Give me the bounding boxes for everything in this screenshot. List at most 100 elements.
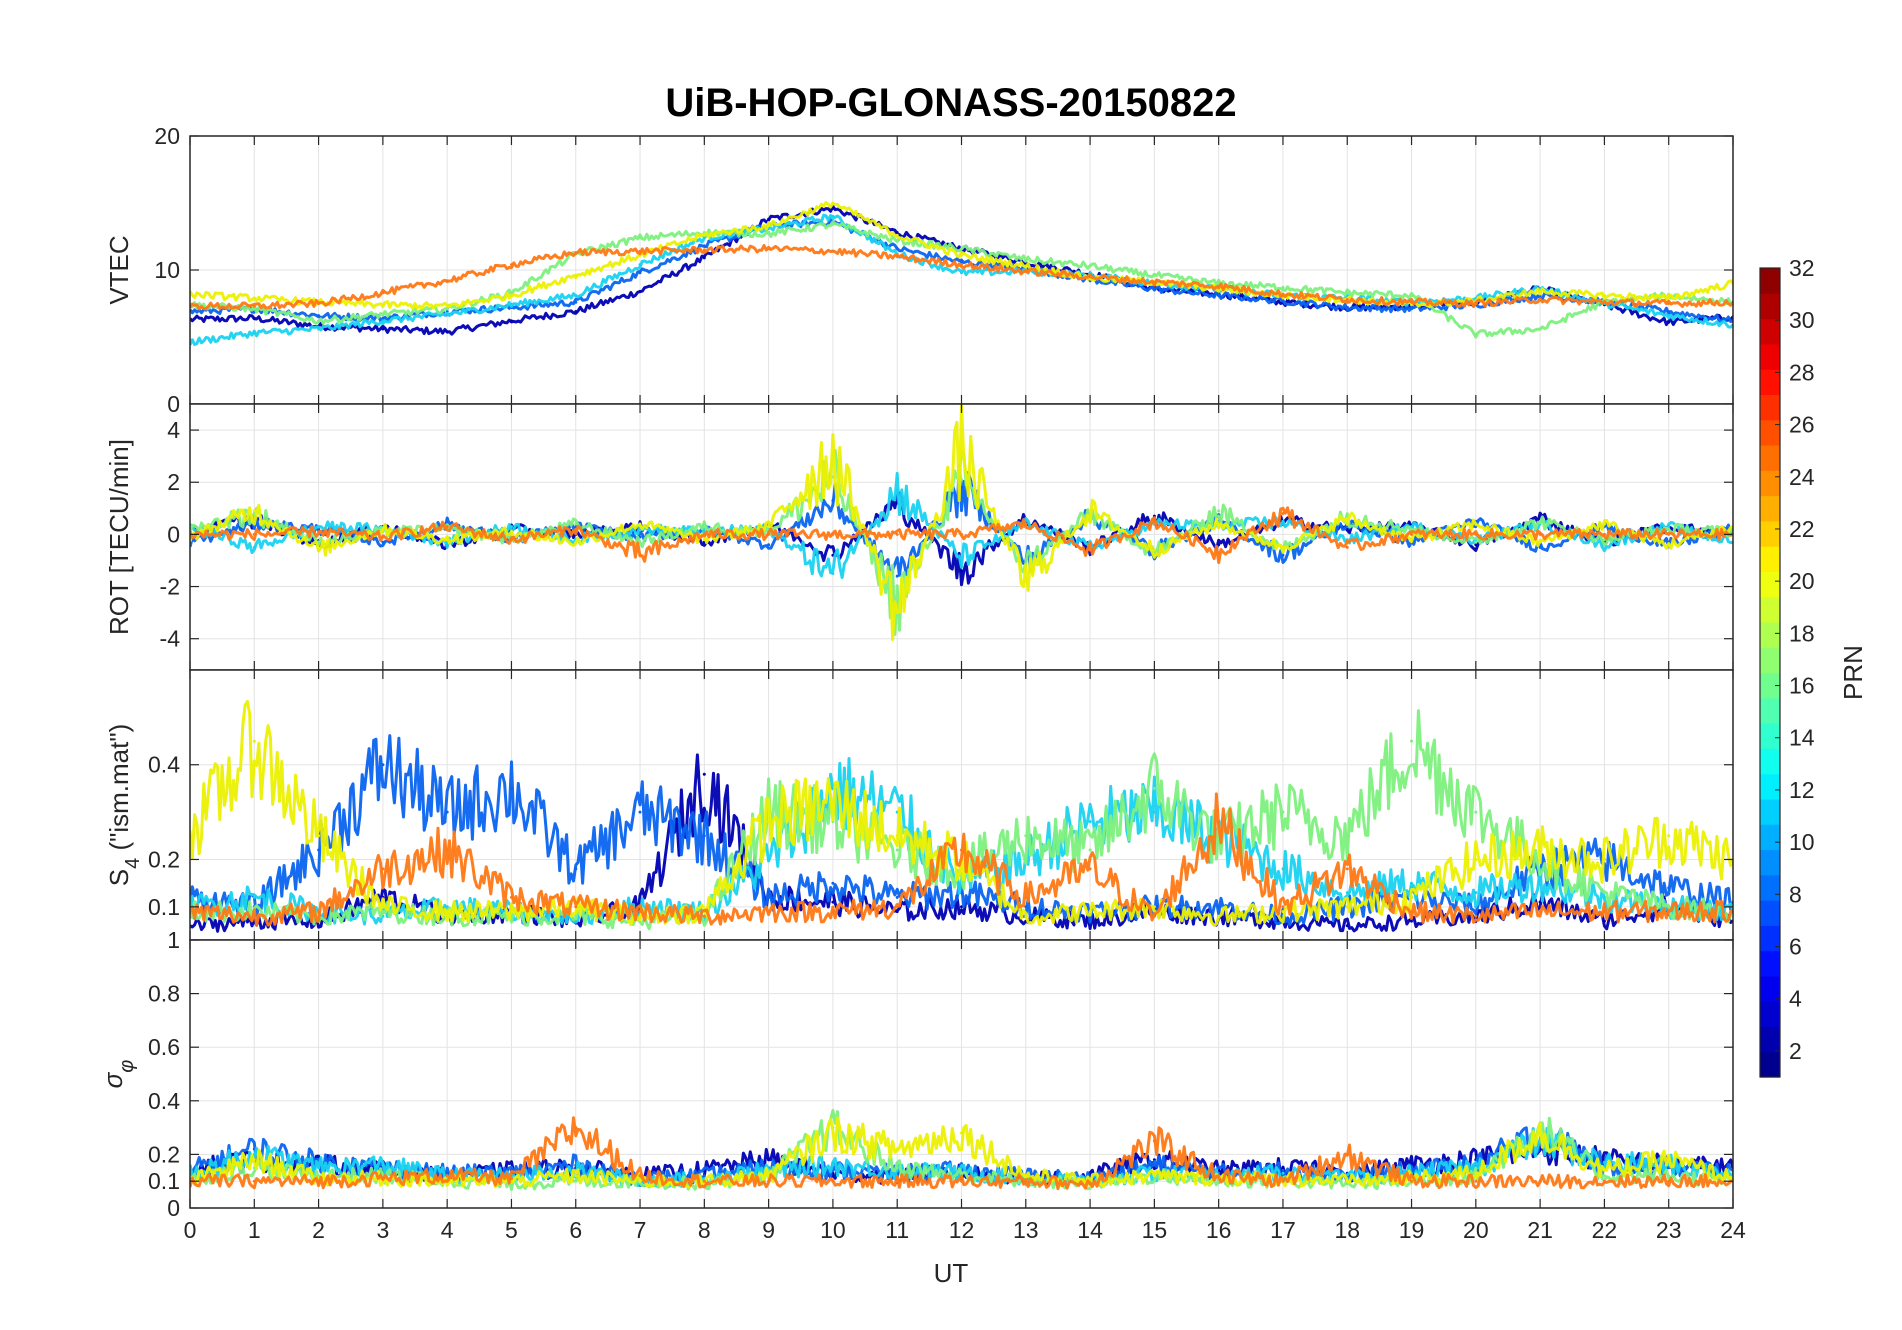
data-point	[638, 1179, 642, 1183]
data-point	[381, 535, 385, 539]
data-point	[317, 327, 321, 331]
colorbar-tick-label: 12	[1789, 777, 1815, 803]
data-point	[1281, 512, 1285, 515]
data-point	[1538, 289, 1542, 293]
data-point	[381, 540, 385, 544]
data-point	[510, 291, 513, 295]
x-tick-label: 9	[762, 1217, 775, 1243]
data-point	[1281, 299, 1285, 303]
data-point	[445, 525, 449, 529]
data-point	[317, 1174, 321, 1178]
y-tick-label: -4	[160, 626, 181, 652]
data-point	[1410, 919, 1413, 923]
data-point	[252, 296, 256, 300]
data-point	[895, 574, 899, 578]
data-point	[1345, 834, 1349, 838]
data-point	[895, 611, 899, 615]
data-point	[1538, 848, 1542, 852]
data-point	[1410, 1179, 1413, 1183]
x-tick-label: 15	[1142, 1217, 1168, 1243]
chart-title: UiB-HOP-GLONASS-20150822	[665, 81, 1236, 125]
data-point	[1281, 1166, 1285, 1170]
y-tick-label: 0	[167, 521, 180, 547]
data-point	[1538, 910, 1542, 914]
data-point	[1024, 522, 1028, 526]
data-point	[1281, 810, 1285, 814]
data-point	[702, 233, 706, 237]
x-tick-label: 3	[376, 1217, 389, 1243]
data-point	[895, 910, 899, 914]
data-point	[960, 1131, 963, 1135]
data-point	[702, 256, 706, 260]
data-point	[1152, 786, 1156, 790]
colorbar-bin	[1760, 571, 1780, 598]
data-point	[510, 525, 513, 529]
data-point	[1345, 1179, 1349, 1183]
data-point	[574, 1179, 578, 1183]
data-point	[317, 319, 321, 323]
data-point	[381, 303, 385, 307]
data-point	[638, 289, 642, 293]
data-point	[1667, 320, 1671, 324]
data-point	[702, 525, 706, 529]
data-point	[895, 848, 899, 852]
data-point	[638, 271, 642, 275]
data-point	[1024, 834, 1028, 838]
x-tick-label: 2	[312, 1217, 325, 1243]
data-point	[1217, 294, 1221, 297]
colorbar-tick-label: 8	[1789, 881, 1802, 907]
data-point	[1602, 895, 1606, 899]
data-point	[381, 1177, 385, 1180]
data-point	[702, 834, 706, 838]
colorbar-bin	[1760, 900, 1780, 926]
data-point	[1667, 296, 1671, 300]
colorbar-bin	[1760, 318, 1780, 345]
data-point	[1667, 886, 1671, 890]
data-point	[1538, 540, 1542, 544]
data-point	[767, 224, 771, 228]
series-line	[190, 792, 1733, 927]
data-point	[767, 247, 771, 251]
colorbar-bin	[1760, 394, 1780, 421]
data-point	[1217, 914, 1221, 918]
data-point	[1410, 300, 1413, 304]
data-point	[1667, 310, 1671, 313]
y-tick-label: 0.4	[148, 1088, 180, 1114]
data-point	[381, 910, 385, 914]
x-tick-label: 8	[698, 1217, 711, 1243]
data-point	[510, 303, 513, 307]
data-point	[574, 867, 578, 871]
data-point	[1474, 332, 1478, 336]
data-point	[1538, 1131, 1542, 1135]
x-tick-label: 13	[1013, 1217, 1039, 1243]
data-point	[1602, 1174, 1606, 1178]
data-point	[1152, 914, 1156, 918]
data-point	[1474, 543, 1478, 547]
data-point	[1281, 905, 1285, 909]
data-point	[317, 530, 321, 534]
data-point	[1667, 543, 1671, 547]
data-point	[1602, 1160, 1606, 1164]
x-tick-label: 1	[248, 1217, 261, 1243]
data-point	[638, 263, 642, 267]
data-point	[1217, 284, 1221, 288]
colorbar-bin	[1760, 950, 1780, 977]
data-point	[1602, 891, 1606, 895]
data-point	[381, 1163, 385, 1167]
y-tick-label: 0.2	[148, 1141, 180, 1167]
data-point	[510, 319, 513, 323]
data-point	[638, 236, 642, 240]
data-point	[252, 307, 256, 311]
data-point	[1152, 273, 1156, 277]
data-point	[1474, 540, 1478, 544]
data-point	[831, 801, 835, 805]
colorbar-bin	[1760, 697, 1780, 724]
data-point	[317, 1166, 321, 1170]
data-point	[1538, 532, 1542, 536]
y-tick-label: 0.1	[148, 1168, 180, 1194]
data-point	[767, 1179, 771, 1183]
data-point	[1667, 1158, 1671, 1162]
data-point	[1410, 881, 1413, 885]
data-point	[1602, 858, 1606, 861]
data-point	[252, 331, 256, 335]
